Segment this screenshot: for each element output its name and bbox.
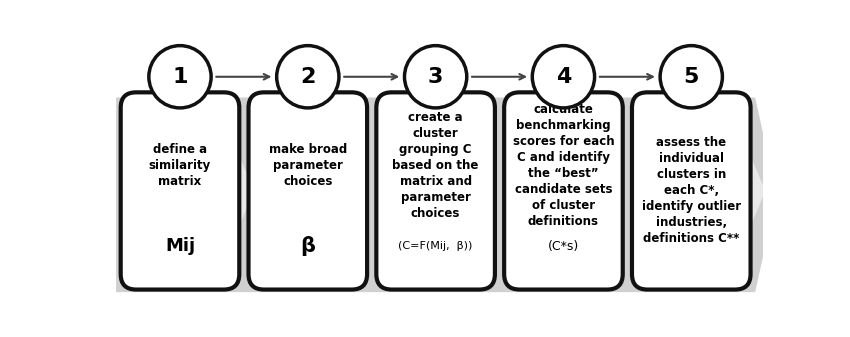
Text: assess the
individual
clusters in
each C*,
identify outlier
industries,
definiti: assess the individual clusters in each C… [642,136,741,245]
Circle shape [276,45,339,108]
Text: 1: 1 [173,67,188,87]
Text: (C*s): (C*s) [547,240,579,253]
Text: β: β [300,236,315,256]
Text: 4: 4 [556,67,571,87]
Text: make broad
parameter
choices: make broad parameter choices [269,143,347,188]
Circle shape [405,45,467,108]
Text: (C=F(Mij,  β)): (C=F(Mij, β)) [399,241,473,251]
Text: 3: 3 [428,67,444,87]
Circle shape [149,45,211,108]
FancyBboxPatch shape [121,92,240,289]
Text: 2: 2 [300,67,315,87]
Text: create a
cluster
grouping C
based on the
matrix and
parameter
choices: create a cluster grouping C based on the… [393,111,479,220]
FancyBboxPatch shape [377,92,495,289]
Text: calculate
benchmarking
scores for each
C and identify
the “best”
candidate sets
: calculate benchmarking scores for each C… [513,103,615,228]
Circle shape [532,45,595,108]
Polygon shape [649,142,765,240]
FancyBboxPatch shape [632,92,751,289]
Text: 5: 5 [683,67,699,87]
Polygon shape [139,142,254,240]
Polygon shape [116,97,777,292]
Text: define a
similarity
matrix: define a similarity matrix [149,143,211,188]
FancyBboxPatch shape [248,92,367,289]
Circle shape [660,45,722,108]
FancyBboxPatch shape [504,92,623,289]
Text: Mij: Mij [165,237,195,255]
